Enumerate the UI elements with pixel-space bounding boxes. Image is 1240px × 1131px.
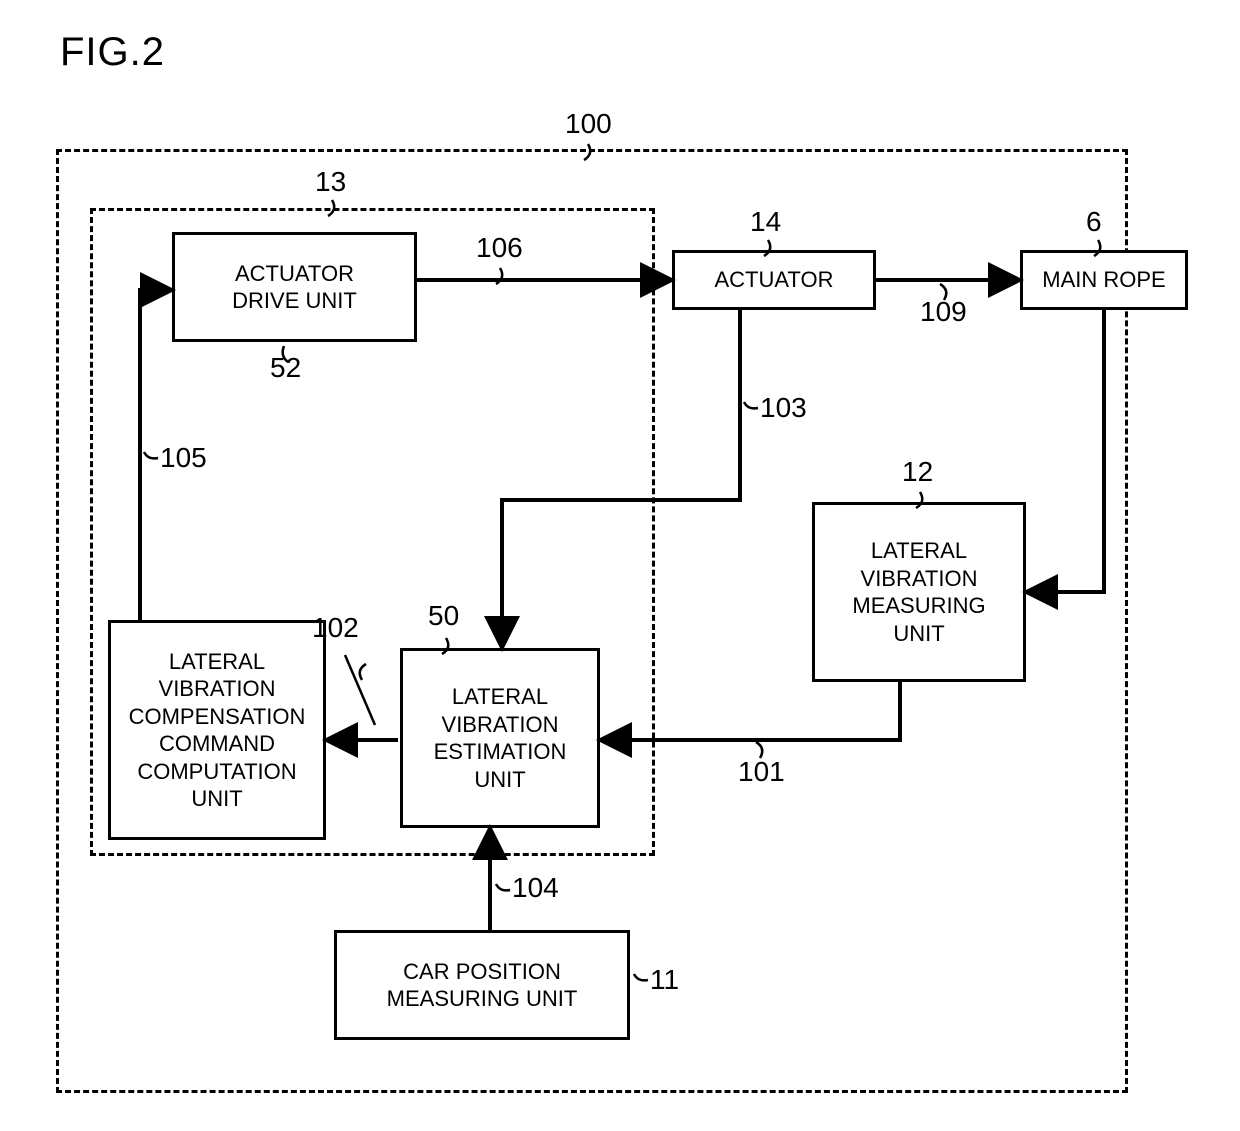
ref-13: 13 bbox=[315, 166, 346, 198]
edge-105: 105 bbox=[160, 442, 207, 474]
node-actuator: ACTUATOR bbox=[672, 250, 876, 310]
ref-100: 100 bbox=[565, 108, 612, 140]
node-lv-comp-label: LATERALVIBRATIONCOMPENSATIONCOMMANDCOMPU… bbox=[129, 648, 306, 813]
edge-106: 106 bbox=[476, 232, 523, 264]
node-main-rope: MAIN ROPE bbox=[1020, 250, 1188, 310]
node-car-pos: CAR POSITIONMEASURING UNIT bbox=[334, 930, 630, 1040]
ref-50: 50 bbox=[428, 600, 459, 632]
ref-14: 14 bbox=[750, 206, 781, 238]
edge-101: 101 bbox=[738, 756, 785, 788]
node-car-pos-label: CAR POSITIONMEASURING UNIT bbox=[387, 958, 578, 1013]
edge-109: 109 bbox=[920, 296, 967, 328]
node-lv-measuring-label: LATERALVIBRATIONMEASURINGUNIT bbox=[852, 537, 985, 647]
node-actuator-label: ACTUATOR bbox=[715, 266, 834, 294]
node-lv-estimation: LATERALVIBRATIONESTIMATIONUNIT bbox=[400, 648, 600, 828]
edge-103: 103 bbox=[760, 392, 807, 424]
edge-104: 104 bbox=[512, 872, 559, 904]
edge-102: 102 bbox=[312, 612, 359, 644]
ref-12: 12 bbox=[902, 456, 933, 488]
figure-title: FIG.2 bbox=[60, 30, 165, 75]
ref-52: 52 bbox=[270, 352, 301, 384]
node-main-rope-label: MAIN ROPE bbox=[1042, 266, 1165, 294]
diagram-stage: FIG.2 ACTUATORDRIVE UNIT ACTUATOR MAIN R… bbox=[0, 0, 1240, 1131]
node-lv-estimation-label: LATERALVIBRATIONESTIMATIONUNIT bbox=[434, 683, 567, 793]
node-lv-comp: LATERALVIBRATIONCOMPENSATIONCOMMANDCOMPU… bbox=[108, 620, 326, 840]
node-actuator-drive-label: ACTUATORDRIVE UNIT bbox=[232, 260, 357, 315]
ref-11: 11 bbox=[650, 964, 679, 996]
node-actuator-drive: ACTUATORDRIVE UNIT bbox=[172, 232, 417, 342]
node-lv-measuring: LATERALVIBRATIONMEASURINGUNIT bbox=[812, 502, 1026, 682]
ref-6: 6 bbox=[1086, 206, 1102, 238]
